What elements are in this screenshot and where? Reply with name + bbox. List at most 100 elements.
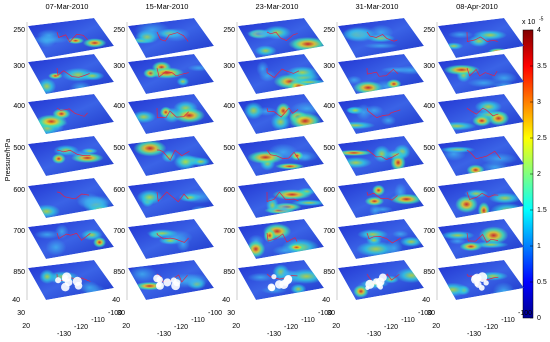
- lat-tick-label: 20: [332, 323, 340, 330]
- coastline: [266, 273, 298, 280]
- land-mask: [472, 273, 482, 283]
- map-layer: [438, 219, 524, 259]
- lon-tick-label: -120: [384, 324, 398, 331]
- concentration-patch: [347, 106, 364, 115]
- lat-tick-label: 20: [232, 323, 240, 330]
- map-layer: [28, 18, 114, 58]
- concentration-patch: [440, 230, 475, 240]
- coastline: [156, 232, 189, 243]
- pressure-tick-label: 250: [113, 27, 125, 34]
- concentration-patch: [161, 150, 177, 163]
- lon-tick-label: -110: [501, 317, 515, 324]
- concentration-patch: [338, 121, 376, 130]
- concentration-patch: [79, 281, 100, 295]
- map-layer: [338, 94, 424, 134]
- land-mask: [156, 276, 163, 284]
- pressure-tick-label: 300: [423, 63, 435, 70]
- map-layer: [28, 54, 114, 94]
- pressure-tick-label: 300: [113, 63, 125, 70]
- map-layer: [338, 219, 424, 259]
- map-layer: [238, 136, 324, 176]
- colorbar-tick-label: 0.5: [537, 279, 547, 286]
- concentration-patch: [480, 160, 509, 174]
- coastline: [156, 191, 189, 203]
- concentration-patch: [149, 67, 185, 79]
- land-mask: [283, 275, 292, 285]
- colorbar-tick-label: 0: [537, 315, 541, 322]
- concentration-patch: [487, 110, 510, 126]
- map-layer: [238, 219, 324, 259]
- map-layer: [128, 260, 214, 300]
- concentration-patch: [448, 237, 466, 245]
- concentration-patch: [254, 45, 277, 57]
- pressure-tick-label: 400: [13, 103, 25, 110]
- concentration-patch: [243, 101, 264, 120]
- map-layer: [338, 260, 424, 300]
- lon-tick-label: -120: [174, 324, 188, 331]
- land-mask: [365, 285, 370, 291]
- land-mask: [275, 280, 284, 289]
- coastline: [56, 67, 90, 78]
- pressure-tick-label: 700: [323, 228, 335, 235]
- colorbar-tick-label: 3: [537, 99, 541, 106]
- panel-title: 07-Mar-2010: [46, 2, 89, 11]
- coastline: [466, 232, 499, 243]
- land-mask: [61, 282, 70, 292]
- land-mask: [74, 281, 83, 290]
- coastline: [366, 31, 398, 42]
- concentration-patch: [472, 30, 507, 41]
- lon-tick-label: -100: [418, 310, 432, 317]
- concentration-patch: [464, 189, 489, 198]
- coastline: [56, 149, 91, 156]
- concentration-patch: [136, 189, 163, 205]
- pressure-tick-label: 700: [13, 228, 25, 235]
- pressure-tick-label: 700: [223, 228, 235, 235]
- concentration-patch: [263, 228, 276, 243]
- lon-tick-label: -120: [484, 324, 498, 331]
- concentration-patch: [272, 189, 312, 200]
- concentration-patch: [34, 230, 60, 240]
- coastline: [366, 149, 399, 160]
- concentration-patch: [399, 236, 423, 247]
- pressure-tick-label: 300: [13, 63, 25, 70]
- concentration-patch: [363, 42, 398, 49]
- land-mask: [268, 284, 276, 292]
- map-layer: [128, 136, 214, 176]
- concentration-patch: [441, 146, 467, 162]
- pressure-tick-label: 700: [423, 228, 435, 235]
- concentration-patch: [395, 65, 424, 75]
- map-layer: [128, 18, 214, 58]
- colorbar-exponent: -5: [539, 16, 544, 22]
- concentration-patch: [455, 195, 478, 213]
- panel-title: 23-Mar-2010: [256, 2, 299, 11]
- lat-tick-label: 30: [17, 310, 25, 317]
- map-layer: [128, 219, 214, 259]
- concentration-patch: [288, 36, 324, 52]
- concentration-patch: [339, 157, 372, 169]
- lon-tick-label: -100: [208, 310, 222, 317]
- coastline: [366, 107, 401, 118]
- coastline: [56, 232, 91, 241]
- concentration-patch: [472, 115, 492, 127]
- lat-tick-label: 30: [327, 310, 335, 317]
- pressure-tick-label: 850: [113, 269, 125, 276]
- concentration-patch: [173, 107, 205, 124]
- land-mask: [170, 277, 177, 284]
- concentration-patch: [247, 272, 274, 282]
- lon-tick-label: -130: [57, 331, 71, 338]
- coastline: [466, 31, 498, 43]
- concentration-patch: [286, 66, 319, 79]
- pressure-tick-label: 400: [223, 103, 235, 110]
- lat-tick-label: 40: [422, 297, 430, 304]
- lon-tick-label: -110: [301, 317, 315, 324]
- concentration-patch: [272, 245, 298, 256]
- concentration-patch: [190, 205, 210, 214]
- pressure-tick-label: 600: [323, 187, 335, 194]
- pressure-tick-label: 400: [113, 103, 125, 110]
- pressure-tick-label: 850: [223, 269, 235, 276]
- land-mask: [55, 277, 62, 284]
- concentration-patch: [29, 35, 69, 44]
- concentration-patch: [372, 205, 393, 213]
- map-layer: [128, 178, 214, 218]
- coastline: [366, 67, 399, 77]
